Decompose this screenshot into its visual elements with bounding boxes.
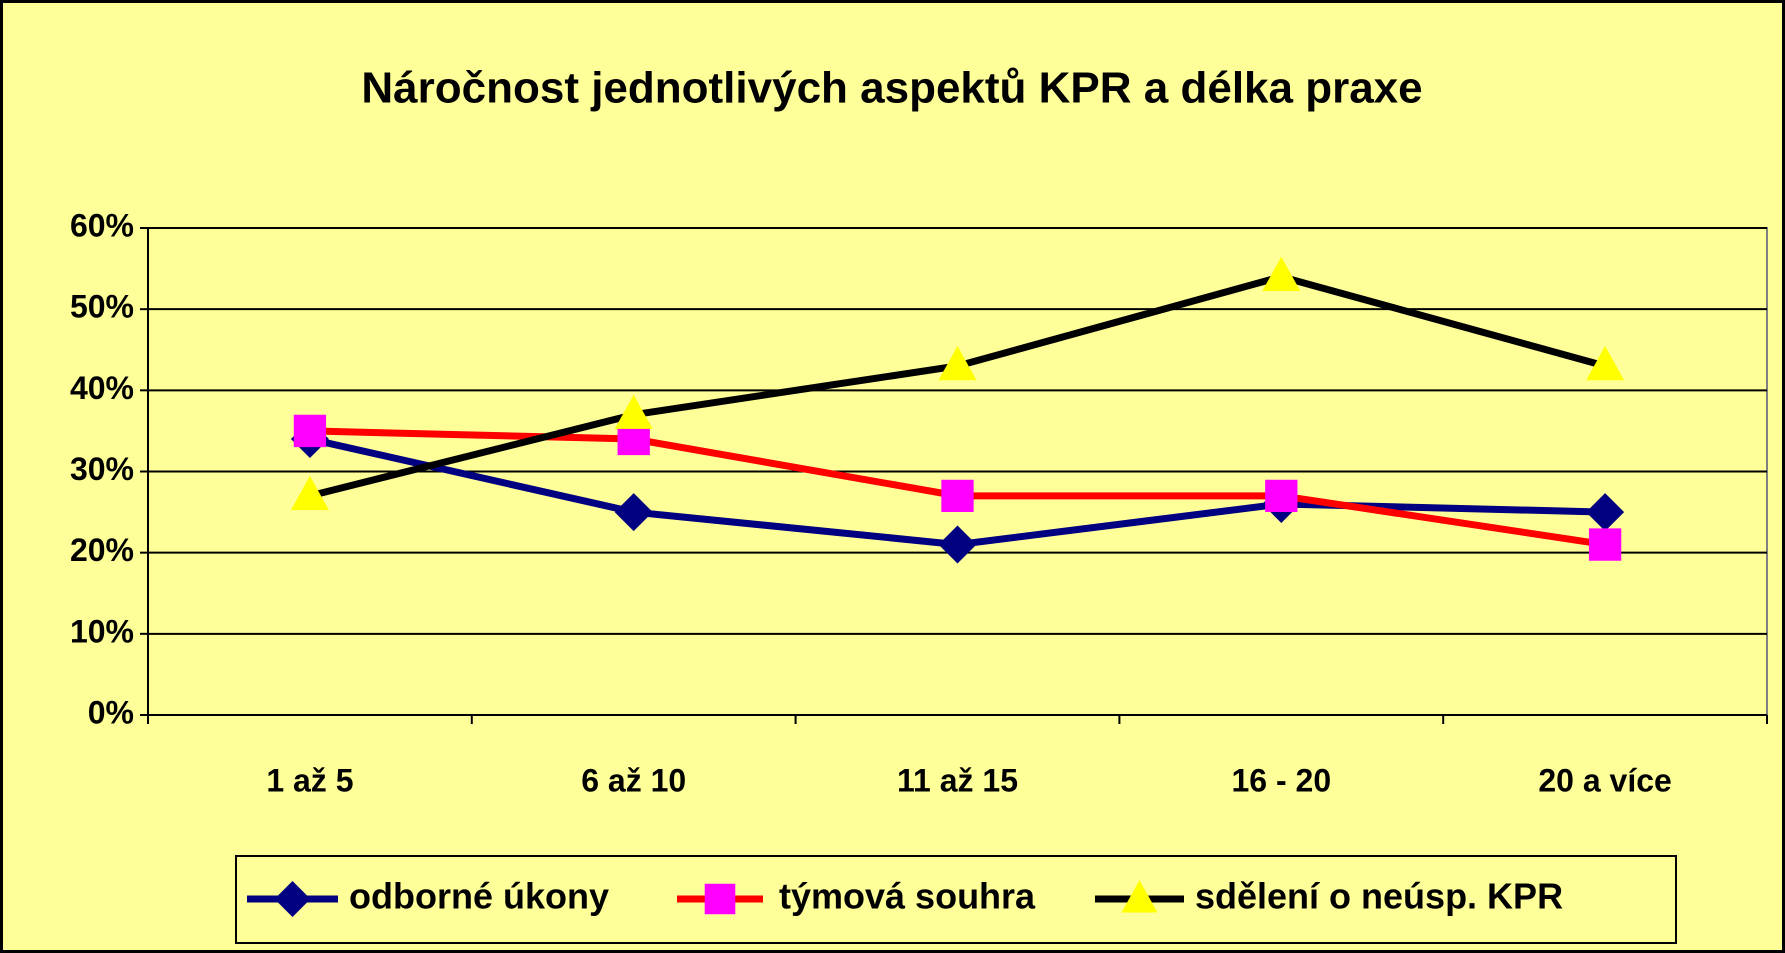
marker (1262, 256, 1301, 291)
legend-label: sdělení o neúsp. KPR (1195, 876, 1563, 917)
legend-label: týmová souhra (779, 876, 1036, 917)
marker (1586, 346, 1625, 381)
legend-label: odborné úkony (349, 876, 609, 917)
marker (274, 881, 311, 917)
marker (1588, 528, 1622, 561)
y-tick-label: 40% (70, 370, 134, 406)
x-tick-label: 6 až 10 (581, 762, 686, 798)
y-tick-label: 20% (70, 532, 134, 568)
chart-title: Náročnost jednotlivých aspektů KPR a dél… (361, 64, 1422, 113)
marker (1121, 880, 1158, 913)
y-tick-label: 10% (70, 613, 134, 649)
marker (1586, 493, 1625, 532)
marker (938, 346, 977, 381)
y-tick-label: 0% (88, 694, 134, 730)
marker (704, 883, 736, 915)
marker (614, 493, 653, 532)
x-tick-label: 16 - 20 (1231, 762, 1331, 798)
y-tick-label: 60% (70, 207, 134, 243)
x-tick-label: 11 až 15 (897, 762, 1018, 798)
marker (614, 394, 653, 429)
y-tick-label: 50% (70, 289, 134, 325)
x-tick-label: 20 a více (1538, 762, 1671, 798)
marker (290, 475, 329, 511)
marker (293, 414, 327, 448)
marker (938, 525, 977, 564)
legend (235, 855, 1677, 944)
marker (941, 479, 974, 512)
y-tick-label: 30% (70, 451, 134, 487)
marker (1265, 479, 1298, 512)
x-tick-label: 1 až 5 (266, 762, 353, 798)
marker (617, 422, 650, 456)
